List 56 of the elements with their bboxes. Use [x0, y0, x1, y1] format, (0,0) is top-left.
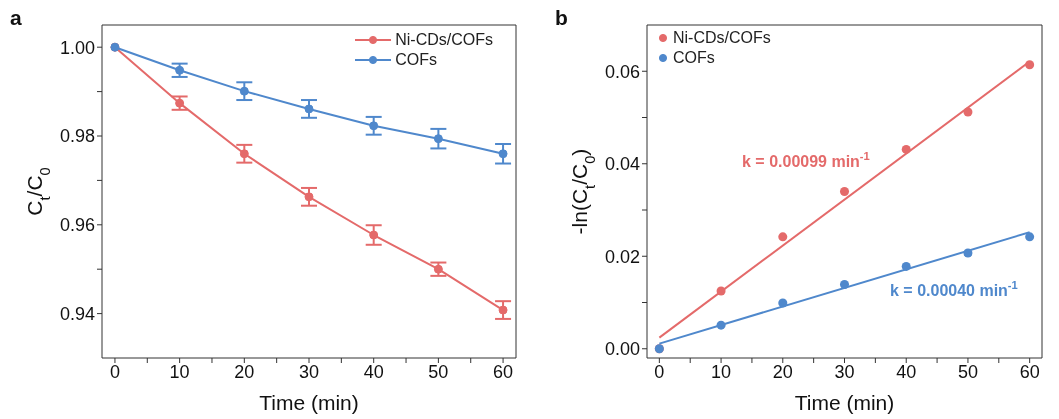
point: [369, 121, 379, 131]
x-axis-title: Time (min): [794, 391, 895, 414]
legend-label: Ni-CDs/COFs: [673, 28, 771, 48]
legend-label: Ni-CDs/COFs: [395, 30, 493, 50]
x-tick-label: 50: [428, 361, 449, 382]
x-tick-label: 60: [493, 361, 514, 382]
x-axis-title: Time (min): [259, 391, 359, 414]
y-tick-label: 0.96: [59, 215, 95, 236]
y-tick-label: 0.04: [604, 154, 640, 175]
x-tick-label: 60: [1019, 361, 1040, 382]
point: [716, 320, 726, 330]
legend-label: COFs: [395, 50, 438, 70]
x-tick-label: 30: [834, 361, 855, 382]
x-tick-label: 50: [957, 361, 978, 382]
point: [175, 98, 185, 108]
point: [963, 248, 973, 258]
x-tick-label: 30: [298, 361, 320, 382]
point: [901, 144, 911, 154]
point: [498, 305, 508, 315]
chart-title: b: [555, 6, 568, 30]
y-tick-label: 0.98: [59, 126, 95, 147]
point: [239, 149, 249, 159]
point: [716, 286, 726, 296]
y-tick-label: 0.06: [604, 61, 640, 82]
x-tick-label: 40: [896, 361, 917, 382]
point: [498, 149, 508, 159]
point: [369, 230, 379, 240]
x-tick-label: 0: [109, 361, 120, 382]
x-tick-label: 10: [169, 361, 190, 382]
y-tick-label: 0.02: [604, 246, 640, 267]
x-tick-label: 0: [654, 361, 665, 382]
point: [175, 65, 185, 75]
point: [839, 279, 850, 289]
legend-label: COFs: [673, 48, 715, 68]
point: [239, 86, 249, 96]
point: [433, 264, 443, 274]
point: [901, 261, 911, 271]
point: [778, 232, 788, 242]
y-tick-label: 1.00: [59, 37, 95, 58]
x-tick-label: 20: [234, 361, 255, 382]
annotation: k = 0.00040 min$^{-1}$: [890, 278, 1018, 300]
point: [304, 192, 314, 202]
point: [1025, 60, 1035, 70]
y-tick-label: 0.00: [604, 339, 640, 360]
point: [963, 107, 973, 117]
point: [839, 186, 850, 197]
x-tick-label: 40: [363, 361, 384, 382]
x-tick-label: 10: [711, 361, 732, 382]
point: [1025, 232, 1035, 242]
point: [433, 134, 443, 144]
x-tick-label: 20: [772, 361, 793, 382]
y-tick-label: 0.94: [59, 303, 95, 324]
annotation: k = 0.00099 min$^{-1}$: [742, 149, 870, 171]
chart-title: a: [10, 6, 22, 30]
point: [304, 104, 314, 114]
point: [778, 298, 788, 308]
